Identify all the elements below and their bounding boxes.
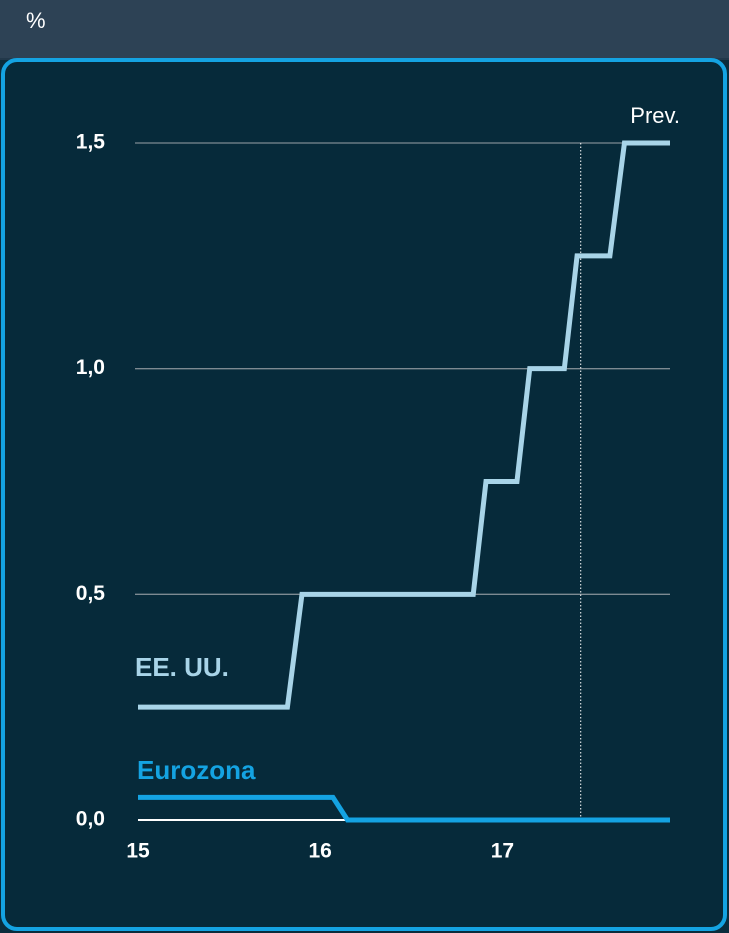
y-tick-label: 0,5 bbox=[76, 582, 106, 605]
x-tick-label: 15 bbox=[126, 840, 150, 863]
header-bar bbox=[0, 0, 729, 58]
series-line bbox=[138, 140, 670, 710]
forecast-label: Prev. bbox=[630, 103, 680, 128]
series-label: EE. UU. bbox=[135, 652, 229, 682]
series-line bbox=[138, 794, 670, 823]
y-tick-label: 0,0 bbox=[76, 808, 105, 831]
unit-label: % bbox=[26, 8, 46, 33]
panel bbox=[1, 58, 727, 931]
x-tick-label: 16 bbox=[309, 840, 332, 863]
x-tick-label: 17 bbox=[491, 840, 514, 863]
y-tick-label: 1,0 bbox=[76, 356, 105, 379]
series-label: Eurozona bbox=[137, 755, 256, 785]
y-tick-label: 1,5 bbox=[76, 131, 106, 154]
